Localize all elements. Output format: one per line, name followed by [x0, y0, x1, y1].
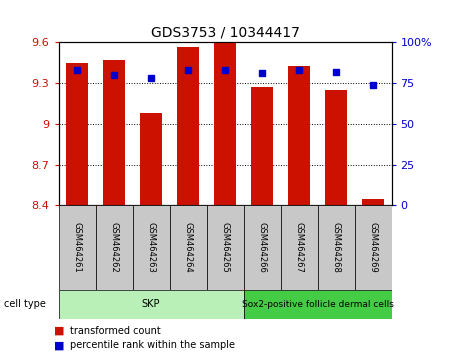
Text: ■: ■: [54, 340, 64, 350]
Text: GSM464269: GSM464269: [369, 222, 378, 273]
Bar: [355, 205, 392, 290]
Bar: [170, 205, 207, 290]
Text: SKP: SKP: [142, 299, 160, 309]
Bar: [58, 290, 243, 319]
Bar: [214, 42, 236, 205]
Bar: [318, 205, 355, 290]
Text: percentile rank within the sample: percentile rank within the sample: [70, 340, 235, 350]
Text: ■: ■: [54, 326, 64, 336]
Bar: [325, 90, 347, 205]
Bar: [280, 205, 318, 290]
Text: Sox2-positive follicle dermal cells: Sox2-positive follicle dermal cells: [242, 300, 393, 309]
Text: GSM464265: GSM464265: [220, 222, 230, 273]
Bar: [288, 65, 310, 205]
Text: GSM464267: GSM464267: [294, 222, 303, 273]
Text: GSM464261: GSM464261: [72, 222, 81, 273]
Text: cell type: cell type: [4, 299, 46, 309]
Bar: [177, 47, 199, 205]
Bar: [243, 290, 392, 319]
Bar: [95, 205, 132, 290]
Bar: [58, 205, 95, 290]
Bar: [140, 113, 162, 205]
Title: GDS3753 / 10344417: GDS3753 / 10344417: [151, 26, 299, 40]
Text: GSM464262: GSM464262: [109, 222, 118, 273]
Text: GSM464264: GSM464264: [184, 222, 193, 273]
Bar: [207, 205, 243, 290]
Bar: [362, 199, 384, 205]
Text: GSM464268: GSM464268: [332, 222, 341, 273]
Text: GSM464263: GSM464263: [147, 222, 156, 273]
Text: GSM464266: GSM464266: [257, 222, 266, 273]
Bar: [103, 60, 125, 205]
Bar: [132, 205, 170, 290]
Bar: [66, 63, 88, 205]
Bar: [251, 87, 273, 205]
Bar: [243, 205, 280, 290]
Text: transformed count: transformed count: [70, 326, 161, 336]
